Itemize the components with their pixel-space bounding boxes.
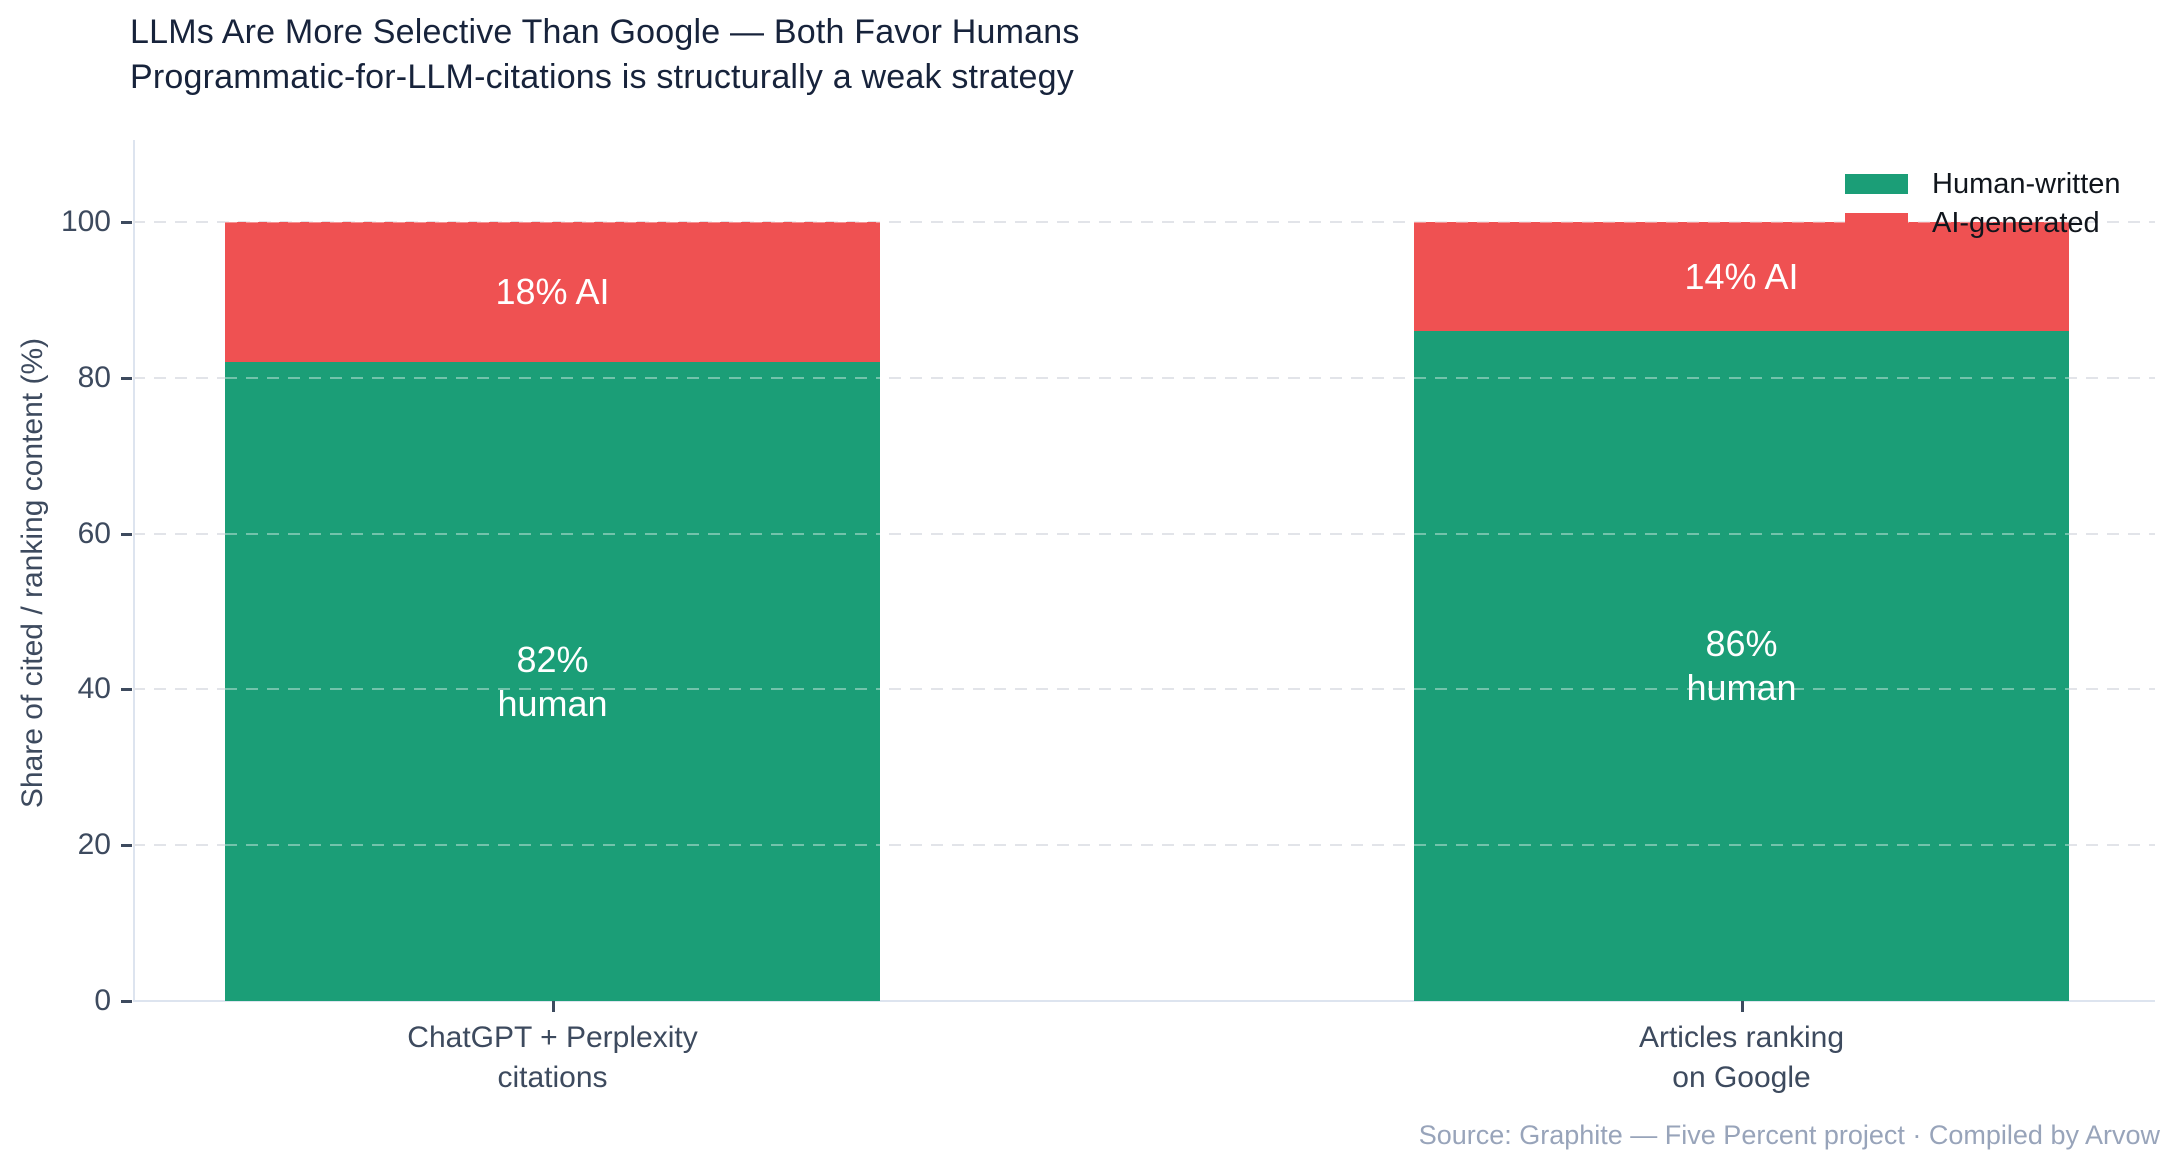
bar-label-line: human <box>1686 667 1797 709</box>
x-tick-mark-1 <box>1740 1001 1744 1012</box>
y-axis-line <box>133 140 135 1001</box>
y-tick-label-40: 40 <box>77 672 111 706</box>
bar-label-line: 86% <box>1705 623 1778 665</box>
legend-swatch-ai-generated-icon <box>1845 213 1908 233</box>
chart-title-line2: Programmatic-for-LLM-citations is struct… <box>130 58 1074 96</box>
y-tick-mark-100 <box>121 221 132 224</box>
gridline-0 <box>133 1000 2155 1002</box>
bar-segment-ai-generated-1: 14% AI <box>1414 222 2069 332</box>
y-tick-label-100: 100 <box>60 205 111 238</box>
legend-label-human-written: Human-written <box>1932 167 2121 200</box>
legend-item-human-written: Human-written <box>1845 167 2121 200</box>
bar-segment-human-written-0: 82% human <box>225 362 880 1001</box>
plot-area: 0 20 40 60 80 100 82% human 18% AI ChatGPT + Perp… <box>61 140 2155 1094</box>
bar-segment-ai-generated-0: 18% AI <box>225 222 880 363</box>
chart-title: LLMs Are More Selective Than Google — Bo… <box>130 10 1080 100</box>
gridline-80 <box>133 376 2155 379</box>
y-tick-label-80: 80 <box>77 360 111 394</box>
x-axis-label-line: citations <box>497 1061 608 1094</box>
x-axis-label-1: Articles ranking on Google <box>1414 1018 2069 1098</box>
x-tick-mark-0 <box>551 1001 555 1012</box>
bar-label-ai-generated-1: 14% AI <box>1684 255 1798 299</box>
legend-label-ai-generated: AI-generated <box>1932 206 2100 239</box>
y-tick-label-20: 20 <box>77 828 111 862</box>
chart-title-line1: LLMs Are More Selective Than Google — Bo… <box>130 13 1080 51</box>
bar-label-line: 82% <box>516 638 589 680</box>
y-tick-label-60: 60 <box>77 516 111 550</box>
bar-segment-human-written-1: 86% human <box>1414 331 2069 1001</box>
x-axis-label-0: ChatGPT + Perplexity citations <box>225 1018 880 1098</box>
gridline-60 <box>133 532 2155 535</box>
y-tick-mark-0 <box>121 1000 132 1003</box>
bar-label-line: human <box>497 682 608 724</box>
bar-column-0: 82% human 18% AI <box>225 140 880 1001</box>
bar-label-human-written-1: 86% human <box>1686 622 1796 710</box>
legend-item-ai-generated: AI-generated <box>1845 206 2121 239</box>
x-axis-label-line: Articles ranking <box>1638 1021 1845 1054</box>
y-tick-mark-60 <box>121 532 132 536</box>
y-tick-mark-40 <box>121 688 132 692</box>
bar-column-1: 86% human 14% AI <box>1414 140 2069 1001</box>
bar-label-line: 14% AI <box>1684 255 1799 297</box>
y-tick-mark-20 <box>121 844 132 848</box>
y-tick-label-0: 0 <box>94 984 111 1017</box>
x-axis-label-line: on Google <box>1672 1061 1811 1094</box>
gridline-40 <box>133 688 2155 691</box>
source-note: Source: Graphite — Five Percent project … <box>1418 1120 2160 1150</box>
x-axis-label-line: ChatGPT + Perplexity <box>407 1021 698 1054</box>
y-tick-mark-80 <box>121 376 132 380</box>
bar-label-ai-generated-0: 18% AI <box>495 270 609 314</box>
bar-label-human-written-0: 82% human <box>497 638 607 726</box>
gridline-100 <box>133 221 2155 223</box>
bar-label-line: 18% AI <box>495 271 610 313</box>
gridline-20 <box>133 844 2155 847</box>
legend-swatch-human-written-icon <box>1845 174 1908 194</box>
legend: Human-written AI-generated <box>1845 167 2121 248</box>
